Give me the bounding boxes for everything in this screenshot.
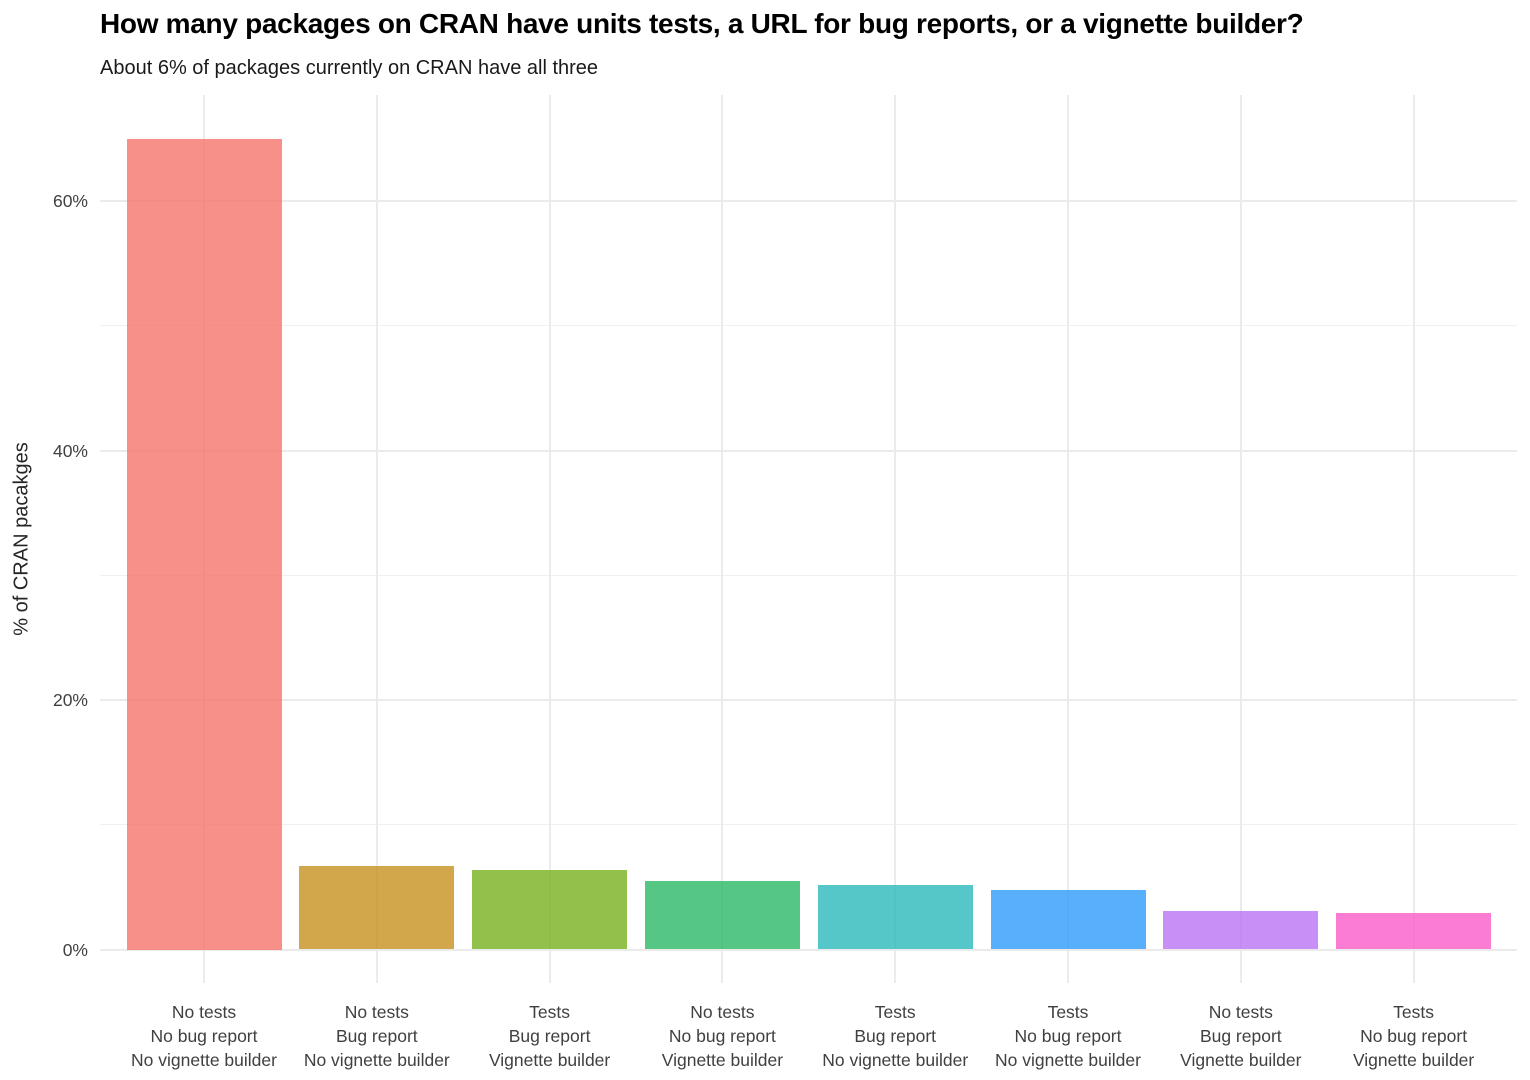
gridline-y-major (100, 948, 1517, 951)
x-tick-label-7: Tests No bug report Vignette builder (1352, 1002, 1475, 1070)
chart-subtitle: About 6% of packages currently on CRAN h… (100, 57, 599, 79)
chart-title: How many packages on CRAN have units tes… (100, 8, 1304, 39)
gridline-y-major (100, 200, 1517, 202)
y-tick-label-20%: 20% (52, 690, 88, 710)
gridline-y-major (100, 449, 1517, 452)
gridline-x-major (1239, 95, 1242, 983)
gridline-x-major (721, 95, 724, 983)
gridline-y-minor (100, 574, 1517, 576)
bar-2 (472, 869, 628, 950)
x-tick-label-6: No tests Bug report Vignette builder (1180, 1002, 1302, 1070)
x-tick-label-2: Tests Bug report Vignette builder (488, 1002, 611, 1070)
bar-7 (1336, 913, 1492, 950)
bar-1 (299, 865, 455, 950)
gridline-y-minor (100, 824, 1517, 826)
x-tick-label-0: No tests No bug report No vignette build… (131, 1002, 277, 1070)
y-axis-title: % of CRAN pacakges (10, 442, 33, 636)
gridline-x-major (548, 95, 551, 983)
gridline-x-major (1412, 95, 1415, 983)
gridline-x-major (1067, 95, 1069, 983)
y-tick-label-40%: 40% (52, 440, 88, 461)
bar-3 (644, 880, 800, 950)
plot-panel (100, 95, 1517, 983)
x-tick-label-4: Tests Bug report No vignette builder (822, 1002, 969, 1070)
bar-0 (126, 138, 282, 950)
gridline-x-major (894, 95, 897, 983)
gridline-y-minor (100, 325, 1517, 327)
bar-5 (990, 889, 1146, 950)
bar-4 (817, 884, 973, 950)
y-tick-label-60%: 60% (52, 191, 88, 211)
x-tick-label-1: No tests Bug report No vignette builder (303, 1002, 450, 1070)
gridline-x-major (375, 95, 378, 983)
gridline-y-major (100, 699, 1517, 701)
bar-6 (1163, 910, 1319, 950)
x-tick-label-5: Tests No bug report No vignette builder (995, 1002, 1141, 1070)
y-tick-label-0%: 0% (62, 939, 88, 960)
x-tick-label-3: No tests No bug report Vignette builder (661, 1002, 784, 1070)
